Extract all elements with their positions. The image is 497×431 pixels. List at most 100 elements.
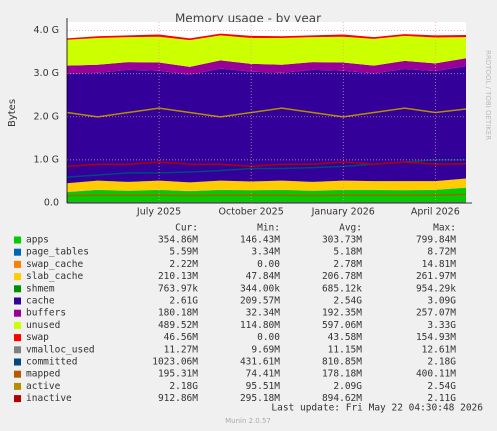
legend-value: 2.09G: [333, 381, 362, 392]
legend-value: 400.11M: [416, 369, 456, 380]
x-tick-label: January 2026: [311, 207, 375, 218]
legend-swatch: [14, 370, 21, 378]
legend-label: unused: [26, 320, 60, 331]
legend-value: 354.86M: [158, 235, 198, 246]
legend-value: 303.73M: [322, 235, 362, 246]
legend-value: 257.07M: [416, 308, 456, 319]
legend-swatch: [14, 236, 21, 244]
area: [67, 35, 466, 67]
area: [67, 178, 466, 192]
legend-swatch: [14, 334, 21, 342]
legend-value: 2.22M: [169, 259, 198, 270]
legend-value: 912.86M: [158, 393, 198, 404]
legend-value: 2.54G: [427, 381, 456, 392]
legend-label: swap_cache: [26, 259, 83, 270]
legend-swatch: [14, 382, 21, 390]
version: Munin 2.0.57: [225, 417, 271, 425]
legend-header: Min:: [257, 223, 280, 234]
legend-value: 954.29k: [416, 283, 456, 294]
legend-swatch: [14, 395, 21, 403]
legend-swatch: [14, 297, 21, 305]
legend-label: inactive: [26, 393, 72, 404]
legend-value: 8.72M: [427, 247, 456, 258]
legend-value: 11.27M: [164, 344, 199, 355]
legend-value: 9.69M: [251, 344, 280, 355]
legend-label: vmalloc_used: [26, 344, 95, 355]
y-tick-label: 2.0 G: [34, 111, 60, 122]
legend-label: committed: [26, 357, 77, 368]
legend-value: 685.12k: [322, 283, 362, 294]
line: [66, 107, 467, 118]
legend-header: Max:: [433, 223, 456, 234]
legend-value: 344.00k: [240, 283, 280, 294]
legend-label: slab_cache: [26, 271, 83, 282]
legend-value: 763.97k: [158, 283, 198, 294]
legend-value: 43.58M: [328, 332, 363, 343]
legend-value: 154.93M: [416, 332, 456, 343]
legend-label: apps: [26, 235, 49, 246]
legend-value: 178.18M: [322, 369, 362, 380]
legend-label: page_tables: [26, 247, 89, 258]
y-tick-label: 3.0 G: [34, 68, 60, 79]
line: [66, 193, 467, 197]
legend-value: 0.00: [257, 259, 280, 270]
legend-value: 47.84M: [246, 271, 281, 282]
y-tick-label: 1.0 G: [34, 154, 60, 165]
legend-value: 3.33G: [427, 320, 456, 331]
legend-value: 431.61M: [240, 357, 280, 368]
legend-value: 2.18G: [427, 357, 456, 368]
legend-value: 206.78M: [322, 271, 362, 282]
legend-swatch: [14, 248, 21, 256]
legend-value: 209.57M: [240, 296, 280, 307]
legend-value: 597.06M: [322, 320, 362, 331]
legend-value: 5.59M: [169, 247, 198, 258]
legend-value: 74.41M: [246, 369, 281, 380]
legend-value: 489.52M: [158, 320, 198, 331]
y-tick-label: 0.0: [44, 198, 59, 209]
legend-value: 3.34M: [251, 247, 280, 258]
y-tick-label: 4.0 G: [34, 25, 60, 36]
legend-swatch: [14, 346, 21, 354]
line: [66, 161, 467, 168]
legend-value: 11.15M: [328, 344, 363, 355]
legend-value: 5.18M: [333, 247, 362, 258]
x-tick-label: October 2025: [219, 207, 284, 218]
legend-value: 46.56M: [164, 332, 199, 343]
legend-value: 146.43M: [240, 235, 280, 246]
legend-value: 210.13M: [158, 271, 198, 282]
legend-label: buffers: [26, 308, 66, 319]
legend-value: 14.81M: [422, 259, 457, 270]
legend-value: 95.51M: [246, 381, 281, 392]
legend-label: shmem: [26, 283, 55, 294]
legend-swatch: [14, 285, 21, 293]
legend-label: mapped: [26, 369, 60, 380]
legend-value: 32.34M: [246, 308, 281, 319]
area: [67, 33, 466, 41]
legend-value: 295.18M: [240, 393, 280, 404]
legend-value: 2.61G: [169, 296, 198, 307]
legend-value: 810.85M: [322, 357, 362, 368]
legend-swatch: [14, 358, 21, 366]
legend-swatch: [14, 273, 21, 281]
legend-value: 2.11G: [427, 393, 456, 404]
legend-value: 1023.06M: [152, 357, 198, 368]
footer: Last update: Fri May 22 04:30:48 2026: [271, 403, 483, 414]
y-axis-label: Bytes: [7, 99, 18, 127]
legend-value: 2.54G: [333, 296, 362, 307]
x-tick-label: April 2026: [411, 207, 460, 218]
legend-value: 894.62M: [322, 393, 362, 404]
legend-value: 2.18G: [169, 381, 198, 392]
legend-value: 3.09G: [427, 296, 456, 307]
legend-value: 261.97M: [416, 271, 456, 282]
legend-value: 799.84M: [416, 235, 456, 246]
legend-value: 192.35M: [322, 308, 362, 319]
legend-swatch: [14, 309, 21, 317]
legend-value: 12.61M: [422, 344, 457, 355]
area: [67, 66, 466, 184]
legend-label: swap: [26, 332, 49, 343]
legend-value: 195.31M: [158, 369, 198, 380]
legend-header: Cur:: [175, 223, 198, 234]
legend-label: cache: [26, 296, 55, 307]
